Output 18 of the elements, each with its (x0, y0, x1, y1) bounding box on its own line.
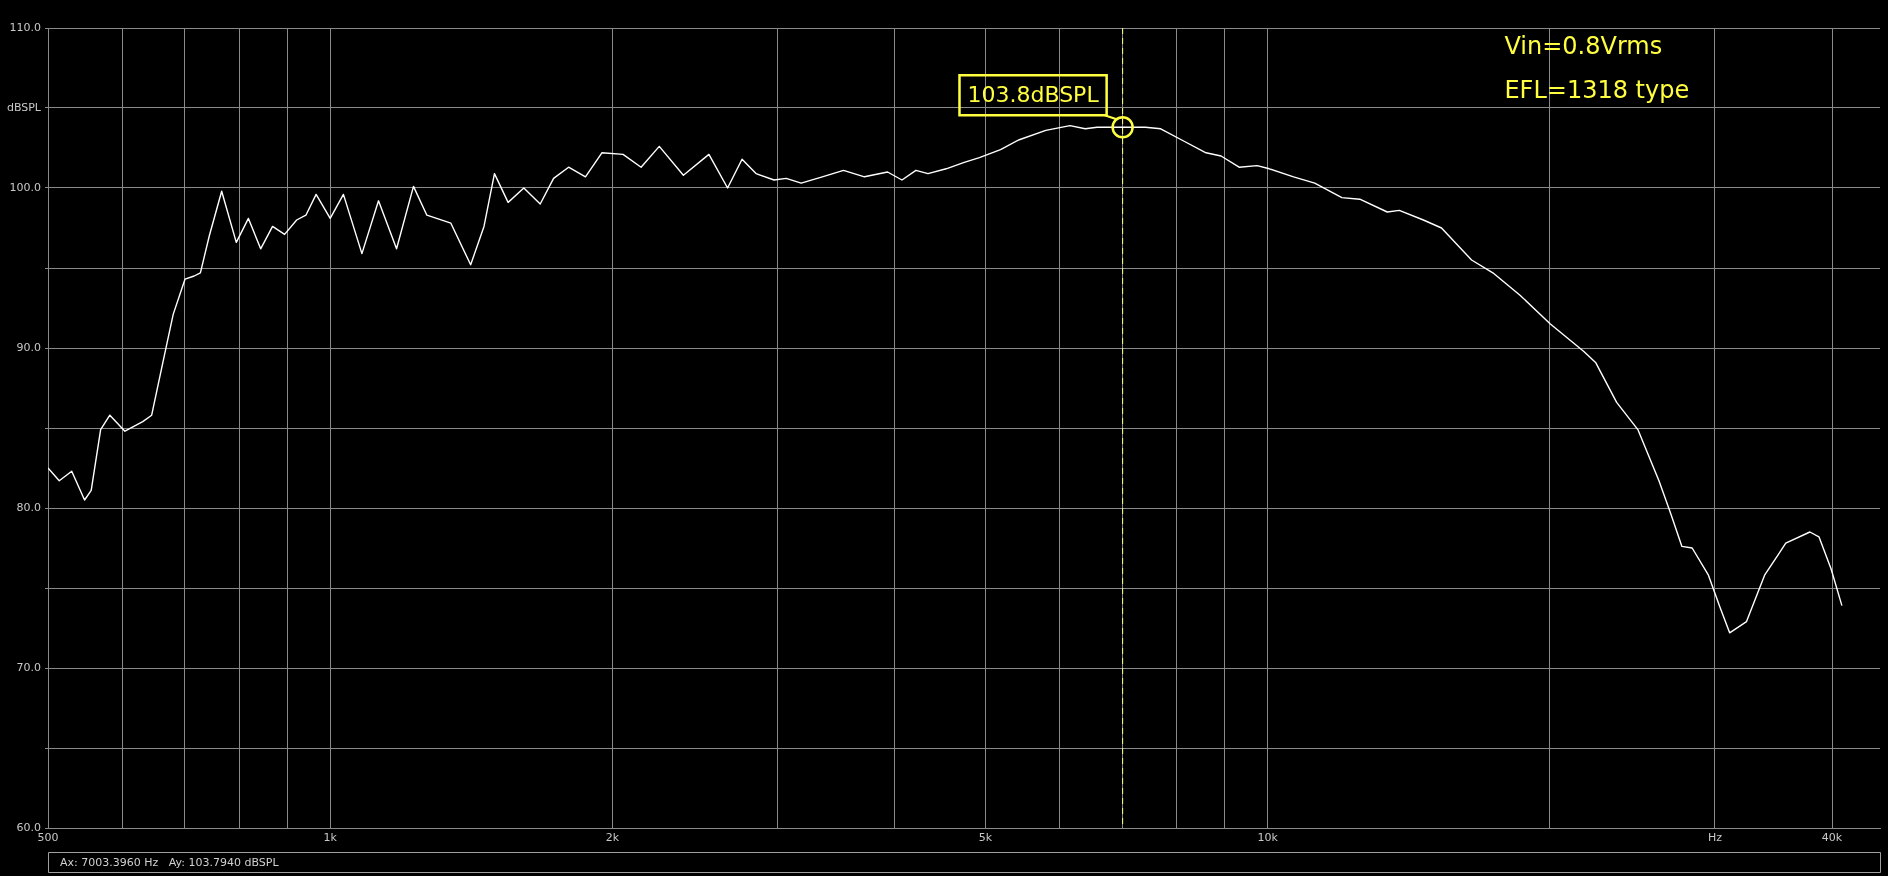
x-tick-label: 5k (978, 831, 993, 845)
annotation: Vin=0.8Vrms (1504, 32, 1663, 61)
x-tick-label: Hz (1707, 831, 1723, 845)
text: Ax: 7003.3960 Hz Ay: 103.7940 dBSPL (60, 855, 280, 869)
annotation: 103.8dBSPL (967, 81, 1100, 107)
y-tick-label: 100.0 (9, 180, 41, 194)
y-tick-label: 80.0 (16, 500, 41, 514)
x-tick-label: 1k (323, 831, 338, 845)
y-tick-label: 110.0 (9, 20, 41, 34)
x-tick-label: 40k (1821, 831, 1843, 845)
y-tick-label: dBSPL (6, 100, 42, 114)
y-tick-label: 70.0 (16, 660, 41, 674)
y-tick-label: 90.0 (16, 340, 41, 354)
x-tick-label: 500 (37, 831, 59, 845)
x-tick-label: 2k (605, 831, 620, 845)
annotation: EFL=1318 type (1504, 76, 1690, 105)
x-tick-label: 10k (1257, 831, 1279, 845)
y-tick-label: 60.0 (16, 820, 41, 834)
